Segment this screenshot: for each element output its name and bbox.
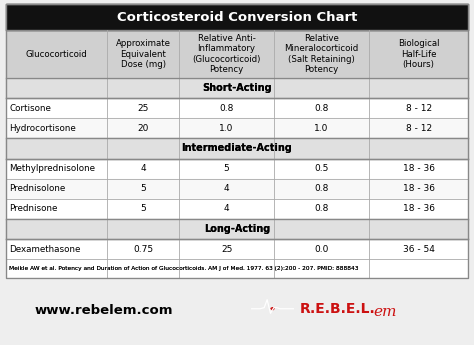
Text: Short-Acting: Short-Acting [202, 83, 272, 93]
Text: 18 - 36: 18 - 36 [402, 184, 435, 193]
Text: Glucocorticoid: Glucocorticoid [26, 50, 87, 59]
Text: Prednisone: Prednisone [9, 204, 58, 213]
Bar [6, 4, 468, 30]
Text: Methylprednisolone: Methylprednisolone [9, 164, 95, 173]
Text: 5: 5 [140, 204, 146, 213]
Text: em: em [374, 305, 397, 319]
Text: Approximate
Equivalent
Dose (mg): Approximate Equivalent Dose (mg) [116, 39, 171, 69]
Text: 25: 25 [137, 104, 149, 113]
Text: 4: 4 [224, 184, 229, 193]
Bar [6, 199, 468, 219]
Text: Hydrocortisone: Hydrocortisone [9, 124, 76, 133]
Bar [6, 138, 468, 158]
Bar [6, 239, 468, 259]
Text: Biological
Half-Life
(Hours): Biological Half-Life (Hours) [398, 39, 439, 69]
Bar [6, 219, 468, 239]
Text: 5: 5 [224, 164, 229, 173]
Bar [6, 179, 468, 199]
Bar [6, 219, 468, 239]
Bar [6, 78, 468, 98]
Text: Relative Anti-
Inflammatory
(Glucocorticoid)
Potency: Relative Anti- Inflammatory (Glucocortic… [192, 34, 261, 74]
Text: 18 - 36: 18 - 36 [402, 204, 435, 213]
Text: Intermediate-Acting: Intermediate-Acting [182, 144, 292, 154]
Text: 4: 4 [140, 164, 146, 173]
Text: Corticosteroid Conversion Chart: Corticosteroid Conversion Chart [117, 11, 357, 23]
Bar [6, 4, 468, 278]
Text: 0.0: 0.0 [314, 245, 328, 254]
Text: 1.0: 1.0 [314, 124, 328, 133]
Text: Meikle AW et al. Potency and Duration of Action of Glucocorticoids. AM J of Med.: Meikle AW et al. Potency and Duration of… [9, 266, 359, 271]
Text: 0.8: 0.8 [314, 104, 328, 113]
Text: 0.8: 0.8 [314, 204, 328, 213]
Text: Long-Acting: Long-Acting [204, 224, 270, 234]
Bar [6, 158, 468, 179]
Text: 0.8: 0.8 [314, 184, 328, 193]
Text: 0.75: 0.75 [133, 245, 154, 254]
Text: 20: 20 [137, 124, 149, 133]
Text: Long-Acting: Long-Acting [204, 224, 270, 234]
Text: 36 - 54: 36 - 54 [402, 245, 435, 254]
Text: Dexamethasone: Dexamethasone [9, 245, 81, 254]
Text: Meikle AW et al. Potency and Duration of Action of Glucocorticoids. AM J of Med.: Meikle AW et al. Potency and Duration of… [9, 266, 359, 271]
Bar [6, 30, 468, 78]
Text: 8 - 12: 8 - 12 [406, 104, 432, 113]
Text: 0.5: 0.5 [314, 164, 328, 173]
Text: 25: 25 [221, 245, 232, 254]
Bar [6, 259, 468, 278]
Text: Prednisolone: Prednisolone [9, 184, 66, 193]
Text: Intermediate-Acting: Intermediate-Acting [182, 144, 292, 154]
Text: 8 - 12: 8 - 12 [406, 124, 432, 133]
Text: 5: 5 [140, 184, 146, 193]
Bar [6, 138, 468, 158]
Bar [6, 118, 468, 138]
Bar [6, 259, 468, 278]
Text: www.rebelem.com: www.rebelem.com [35, 304, 173, 317]
Bar [6, 78, 468, 98]
Polygon shape [271, 308, 274, 310]
Bar [6, 98, 468, 118]
Text: 18 - 36: 18 - 36 [402, 164, 435, 173]
Text: 0.8: 0.8 [219, 104, 234, 113]
Text: 4: 4 [224, 204, 229, 213]
Text: Relative
Mineralocorticoid
(Salt Retaining)
Potency: Relative Mineralocorticoid (Salt Retaini… [284, 34, 358, 74]
Text: Short-Acting: Short-Acting [202, 83, 272, 93]
Text: 1.0: 1.0 [219, 124, 234, 133]
Text: R.E.B.E.L.: R.E.B.E.L. [300, 302, 376, 316]
Text: Cortisone: Cortisone [9, 104, 51, 113]
